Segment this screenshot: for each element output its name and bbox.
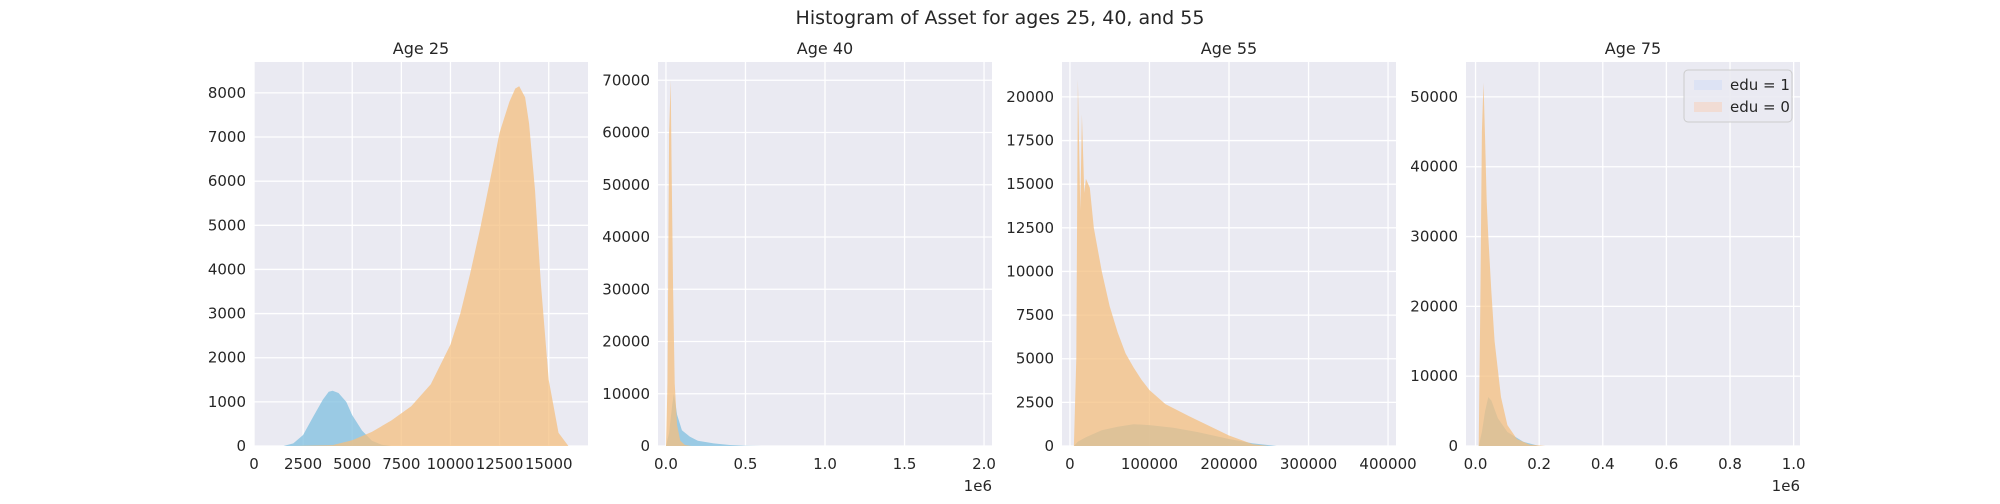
- x-tick-label: 12500: [476, 455, 524, 473]
- y-tick-label: 20000: [1006, 88, 1054, 106]
- y-tick-label: 60000: [602, 124, 650, 142]
- legend-swatch: [1694, 102, 1722, 112]
- subplot-title: Age 40: [797, 39, 853, 58]
- x-tick-label: 2.0: [972, 455, 996, 473]
- x-tick-label: 0: [1065, 455, 1075, 473]
- y-tick-label: 2000: [208, 349, 246, 367]
- x-tick-label: 0.0: [654, 455, 678, 473]
- subplot-2: 0.0 0.5 1.0 1.5 2.0 0 10000 20000 30000 40000 5000…: [602, 39, 996, 495]
- x-tick-label: 0.6: [1654, 455, 1678, 473]
- x-tick-label: 15000: [525, 455, 573, 473]
- legend-swatch: [1694, 80, 1722, 90]
- y-tick-label: 5000: [208, 216, 246, 234]
- y-tick-label: 15000: [1006, 175, 1054, 193]
- x-tick-label: 0.2: [1527, 455, 1551, 473]
- y-tick-label: 10000: [602, 385, 650, 403]
- y-tick-label: 10000: [1006, 262, 1054, 280]
- y-tick-label: 12500: [1006, 219, 1054, 237]
- figure-title: Histogram of Asset for ages 25, 40, and …: [796, 7, 1205, 29]
- subplot-4: 0.0 0.2 0.4 0.6 0.8 1.0 0 10000 20000 30000 40000 5…: [1410, 39, 1805, 495]
- x-tick-label: 200000: [1200, 455, 1257, 473]
- x-tick-label: 100000: [1121, 455, 1178, 473]
- histogram-series-edu0: [293, 86, 569, 446]
- y-tick-label: 0: [1044, 437, 1054, 455]
- y-tick-label: 20000: [602, 333, 650, 351]
- x-tick-label: 0.5: [734, 455, 758, 473]
- y-tick-label: 30000: [602, 280, 650, 298]
- x-tick-label: 0.4: [1591, 455, 1615, 473]
- legend-label: edu = 0: [1730, 98, 1790, 116]
- subplot-title: Age 25: [393, 39, 449, 58]
- x-tick-label: 1.5: [893, 455, 917, 473]
- histogram-series-edu0: [666, 80, 692, 446]
- y-tick-label: 7500: [1016, 306, 1054, 324]
- x-tick-label: 1.0: [813, 455, 837, 473]
- x-tick-label: 0.0: [1464, 455, 1488, 473]
- subplot-title: Age 75: [1605, 39, 1661, 58]
- x-tick-label: 400000: [1359, 455, 1416, 473]
- y-tick-label: 50000: [602, 176, 650, 194]
- x-offset-label: 1e6: [964, 477, 992, 495]
- y-tick-label: 3000: [208, 305, 246, 323]
- legend-label: edu = 1: [1730, 76, 1790, 94]
- y-tick-label: 0: [640, 437, 650, 455]
- x-tick-label: 5000: [333, 455, 371, 473]
- x-offset-label: 1e6: [1772, 477, 1800, 495]
- x-tick-label: 2500: [284, 455, 322, 473]
- x-tick-label: 0: [249, 455, 259, 473]
- y-tick-label: 7000: [208, 128, 246, 146]
- legend: edu = 1 edu = 0: [1683, 69, 1793, 123]
- subplot-title: Age 55: [1201, 39, 1257, 58]
- histogram-series-edu0: [1073, 79, 1269, 446]
- y-tick-label: 5000: [1016, 350, 1054, 368]
- y-tick-label: 1000: [208, 393, 246, 411]
- y-tick-label: 40000: [602, 228, 650, 246]
- x-tick-label: 10000: [427, 455, 475, 473]
- x-tick-label: 7500: [382, 455, 420, 473]
- y-tick-label: 2500: [1016, 393, 1054, 411]
- y-tick-label: 17500: [1006, 132, 1054, 150]
- y-tick-label: 0: [236, 437, 246, 455]
- subplot-3: 0 100000 200000 300000 400000 0 2500 5000 7500 10…: [1006, 39, 1416, 473]
- x-tick-label: 300000: [1280, 455, 1337, 473]
- y-tick-label: 50000: [1410, 88, 1458, 106]
- y-tick-label: 6000: [208, 172, 246, 190]
- histogram-series-edu0: [1478, 82, 1546, 446]
- y-tick-label: 70000: [602, 71, 650, 89]
- y-tick-label: 10000: [1410, 367, 1458, 385]
- x-tick-label: 0.8: [1718, 455, 1742, 473]
- y-tick-label: 4000: [208, 260, 246, 278]
- y-tick-label: 40000: [1410, 158, 1458, 176]
- subplot-1: 0 2500 5000 7500 10000 12500 15000 0 1000 2000 300…: [208, 39, 588, 473]
- histogram-series-edu1: [283, 390, 392, 446]
- plot-background: [1466, 62, 1800, 446]
- y-tick-label: 30000: [1410, 228, 1458, 246]
- y-tick-label: 8000: [208, 84, 246, 102]
- x-tick-label: 1.0: [1782, 455, 1806, 473]
- y-tick-label: 0: [1448, 437, 1458, 455]
- y-tick-label: 20000: [1410, 297, 1458, 315]
